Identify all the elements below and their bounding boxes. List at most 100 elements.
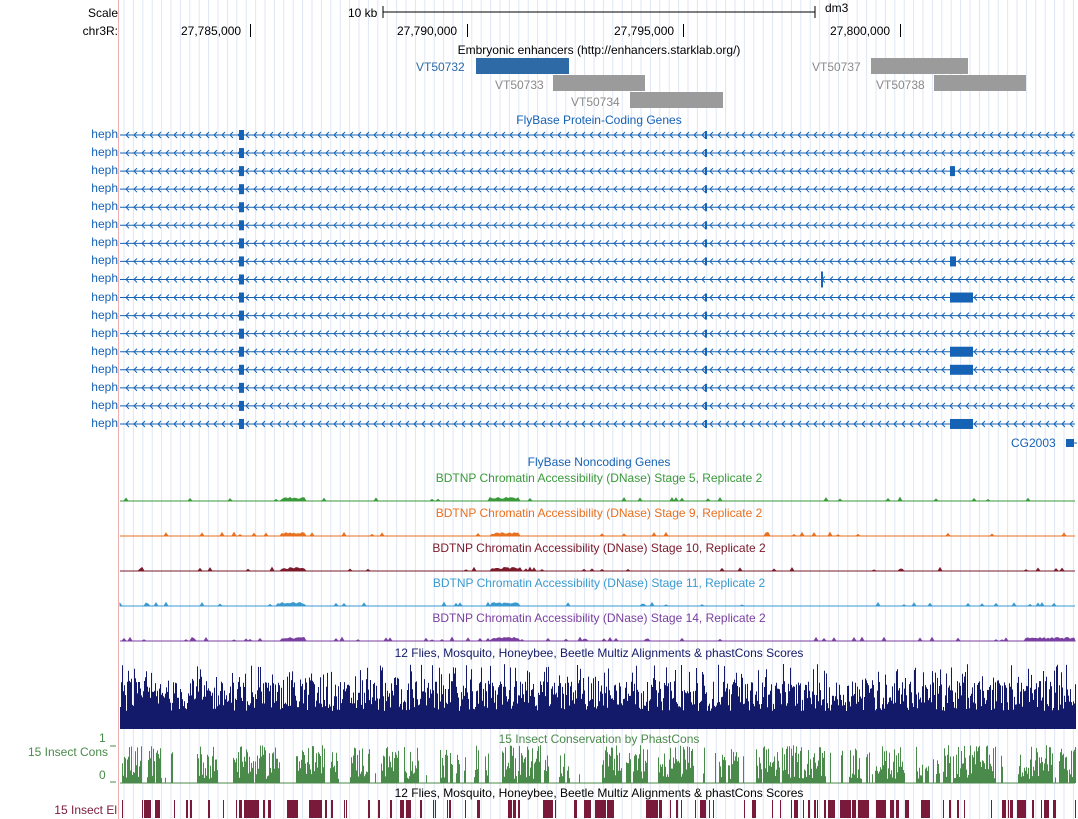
exon — [705, 149, 707, 158]
exon — [821, 271, 823, 288]
gene-label-heph[interactable]: heph — [91, 289, 118, 304]
transcript-chevrons — [125, 167, 1074, 175]
gene-label-heph[interactable]: heph — [91, 235, 118, 250]
enhancer-label[interactable]: VT50733 — [495, 78, 544, 92]
enhancer-block — [476, 58, 569, 74]
exon — [239, 328, 244, 339]
dnase-stage10-title[interactable]: BDTNP Chromatin Accessibility (DNase) St… — [432, 541, 766, 555]
gene-label-heph[interactable]: heph — [91, 415, 118, 430]
gene-label-heph[interactable]: heph — [91, 127, 118, 141]
exon — [239, 202, 244, 213]
dnase-signal — [119, 601, 1075, 607]
exon — [705, 167, 707, 176]
exon — [950, 364, 973, 375]
cons-track-title[interactable]: 15 Insect Conservation by PhastCons — [498, 732, 700, 746]
genes-track-title[interactable]: FlyBase Protein-Coding Genes — [516, 113, 682, 127]
exon-cg2003 — [1066, 439, 1074, 447]
exon — [705, 185, 707, 194]
exon — [705, 311, 707, 320]
exon — [239, 256, 244, 267]
gene-label-heph[interactable]: heph — [91, 307, 118, 322]
noncoding-track-title[interactable]: FlyBase Noncoding Genes — [527, 455, 671, 469]
gene-label-heph[interactable]: heph — [91, 199, 118, 214]
cons-side-label[interactable]: 15 Insect Cons — [27, 745, 108, 759]
exon — [705, 131, 707, 139]
dnase-stage9-title[interactable]: BDTNP Chromatin Accessibility (DNase) St… — [435, 506, 763, 520]
enhancer-label[interactable]: VT50738 — [876, 78, 925, 92]
exon — [950, 418, 973, 429]
exon — [705, 293, 707, 302]
dnase-stage14-title[interactable]: BDTNP Chromatin Accessibility (DNase) St… — [432, 611, 766, 625]
gene-label-heph[interactable]: heph — [91, 343, 118, 358]
gene-label-cg2003[interactable]: CG2003 — [1011, 436, 1056, 450]
position-tick-label: 27,785,000 — [181, 24, 242, 38]
dnase-signal — [120, 636, 1076, 642]
enhancers-track-title[interactable]: Embryonic enhancers (http://enhancers.st… — [457, 43, 741, 57]
exon — [239, 148, 244, 159]
dnase-signal — [120, 566, 1075, 572]
transcript-chevrons — [125, 185, 1074, 193]
gene-label-heph[interactable]: heph — [91, 163, 118, 178]
transcript-chevrons — [125, 203, 1074, 211]
enhancer-label[interactable]: VT50734 — [571, 95, 620, 109]
exon — [239, 364, 244, 375]
cons-max-label: 1 — [99, 731, 106, 745]
transcript-chevrons — [125, 384, 1074, 392]
transcript-chevrons — [125, 149, 1074, 157]
gene-label-heph[interactable]: heph — [91, 325, 118, 340]
gene-label-heph[interactable]: heph — [91, 379, 118, 394]
gene-label-heph[interactable]: heph — [91, 145, 118, 160]
exon — [239, 292, 244, 303]
exon — [705, 203, 707, 212]
transcript-chevrons — [125, 131, 1074, 139]
elements-ticks — [122, 800, 1076, 818]
transcript-chevrons — [125, 402, 1074, 410]
elements-track-title[interactable]: 12 Flies, Mosquito, Honeybee, Beetle Mul… — [394, 786, 804, 800]
enhancer-label[interactable]: VT50737 — [812, 60, 861, 74]
dnase-signal — [120, 496, 1075, 502]
multiz-signal — [120, 664, 1076, 729]
exon — [705, 383, 707, 392]
enhancer-block — [871, 58, 968, 74]
chrom-label: chr3R: — [82, 24, 118, 38]
exon — [239, 382, 244, 393]
exon — [239, 310, 244, 321]
gene-label-heph[interactable]: heph — [91, 271, 118, 286]
exon — [705, 329, 707, 338]
gene-label-heph[interactable]: heph — [91, 361, 118, 376]
exon — [239, 274, 244, 285]
exon — [239, 184, 244, 195]
gene-label-heph[interactable]: heph — [91, 217, 118, 232]
exon — [950, 292, 973, 303]
transcript-chevrons — [125, 312, 1074, 319]
scale-label: Scale — [87, 6, 118, 20]
enhancer-label[interactable]: VT50732 — [416, 60, 465, 74]
dnase-signal — [120, 531, 1075, 537]
position-tick-label: 27,800,000 — [830, 24, 891, 38]
gene-label-heph[interactable]: heph — [91, 397, 118, 412]
exon — [950, 166, 955, 177]
exon — [705, 257, 707, 266]
exon — [705, 401, 707, 410]
transcript-chevrons — [125, 258, 1074, 265]
gene-label-heph[interactable]: heph — [91, 253, 118, 268]
exon — [239, 346, 244, 357]
exon — [239, 400, 244, 411]
cons-min-label: 0 — [99, 768, 106, 782]
exon — [705, 221, 707, 230]
multiz-track-title[interactable]: 12 Flies, Mosquito, Honeybee, Beetle Mul… — [394, 646, 804, 660]
transcript-chevrons — [125, 276, 1074, 283]
enhancer-block — [630, 92, 723, 108]
dnase-stage5-title[interactable]: BDTNP Chromatin Accessibility (DNase) St… — [435, 471, 763, 485]
exon — [705, 365, 707, 374]
exon — [705, 347, 707, 356]
dnase-stage11-title[interactable]: BDTNP Chromatin Accessibility (DNase) St… — [432, 576, 766, 590]
exon — [950, 256, 956, 267]
cons-signal — [122, 745, 1076, 783]
elements-side-label[interactable]: 15 Insect El — [54, 803, 117, 817]
exon — [705, 239, 707, 248]
position-tick-label: 27,795,000 — [614, 24, 675, 38]
gene-label-heph[interactable]: heph — [91, 181, 118, 196]
